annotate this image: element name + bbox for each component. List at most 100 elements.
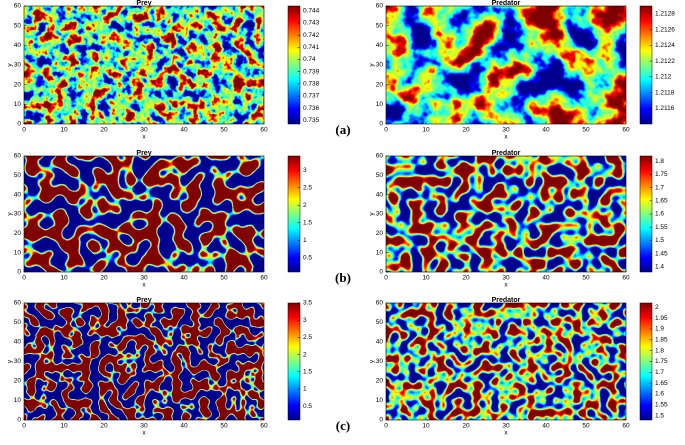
colorbar-tick-label: 1.7: [655, 184, 664, 191]
panel-label: (c): [336, 418, 350, 433]
y-tick-label: 40: [376, 339, 384, 346]
colorbar-tick-label: 1.212: [655, 74, 672, 81]
colorbar-tick-label: 0.736: [303, 105, 320, 112]
x-tick-label: 30: [140, 423, 148, 430]
heatmap-field: [24, 156, 264, 272]
colorbar-tick-label: 1.5: [303, 220, 312, 227]
y-tick-label: 30: [376, 211, 384, 218]
y-tick-label: 60: [376, 3, 384, 10]
colorbar-tick-label: 1.75: [655, 358, 668, 365]
panel-label: (b): [335, 270, 351, 285]
colorbar-tick-label: 0.738: [303, 81, 320, 88]
x-tick-label: 10: [60, 423, 68, 430]
x-tick-label: 60: [260, 275, 268, 282]
y-tick-label: 20: [14, 230, 22, 237]
x-tick-label: 50: [220, 127, 228, 134]
x-tick-label: 10: [422, 127, 430, 134]
colorbar-tick-label: 0.744: [303, 8, 320, 15]
y-tick-label: 30: [376, 358, 384, 365]
colorbar-tick-label: 1.85: [655, 337, 668, 344]
colorbar-tick-label: 2: [303, 351, 307, 358]
chart-title: Predator: [492, 297, 521, 304]
x-tick-label: 50: [220, 423, 228, 430]
colorbar-tick-label: 1: [303, 237, 307, 244]
y-tick-label: 50: [376, 22, 384, 29]
colorbar-tick-label: 1.2126: [655, 26, 675, 33]
colorbar-tick-label: 1.6: [655, 391, 664, 398]
colorbar: [639, 5, 653, 125]
x-tick-label: 60: [260, 127, 268, 134]
y-tick-label: 60: [376, 300, 384, 307]
colorbar: [287, 5, 301, 125]
colorbar-tick-label: 1.55: [655, 402, 668, 409]
x-tick-label: 30: [140, 275, 148, 282]
colorbar-tick-label: 0.737: [303, 93, 320, 100]
heatmap-field: [386, 6, 626, 124]
colorbar-tick-label: 0.743: [303, 20, 320, 27]
colorbar-tick-label: 1.65: [655, 198, 668, 205]
y-tick-label: 30: [376, 62, 384, 69]
y-tick-label: 20: [14, 378, 22, 385]
x-axis-label: x: [142, 282, 146, 289]
y-axis-label: y: [369, 212, 376, 216]
colorbar-tick-label: 0.739: [303, 68, 320, 75]
y-tick-label: 10: [14, 249, 22, 256]
x-tick-label: 20: [462, 127, 470, 134]
y-tick-label: 60: [14, 3, 22, 10]
x-tick-label: 20: [100, 127, 108, 134]
x-tick-label: 20: [462, 423, 470, 430]
colorbar-tick-label: 2: [303, 202, 307, 209]
colorbar-tick-label: 1.8: [655, 158, 664, 165]
x-axis-label: x: [142, 134, 146, 141]
x-axis-label: x: [504, 282, 508, 289]
y-tick-label: 40: [376, 191, 384, 198]
colorbar-tick-label: 0.74: [303, 56, 316, 63]
heatmap-field: [24, 303, 264, 420]
y-tick-label: 40: [14, 191, 22, 198]
colorbar-tick-label: 1.2122: [655, 58, 675, 65]
y-tick-label: 10: [376, 249, 384, 256]
x-tick-label: 40: [542, 275, 550, 282]
x-tick-label: 40: [180, 423, 188, 430]
y-tick-label: 40: [376, 42, 384, 49]
x-axis-label: x: [504, 430, 508, 437]
y-tick-label: 40: [14, 339, 22, 346]
x-tick-label: 30: [502, 423, 510, 430]
heatmap-field: [386, 303, 626, 420]
colorbar-tick-label: 1.5: [655, 412, 664, 419]
y-tick-label: 0: [379, 269, 383, 276]
y-tick-label: 10: [14, 397, 22, 404]
colorbar-tick-label: 1.2124: [655, 42, 675, 49]
colorbar-tick-label: 0.735: [303, 117, 320, 124]
x-tick-label: 10: [60, 127, 68, 134]
chart-title: Predator: [492, 0, 521, 7]
colorbar-tick-label: 1.2128: [655, 11, 675, 18]
colorbar-tick-label: 1.45: [655, 250, 668, 257]
x-tick-label: 10: [422, 275, 430, 282]
x-tick-label: 50: [582, 423, 590, 430]
colorbar-tick-label: 1.4: [655, 263, 664, 270]
colorbar-tick-label: 1.5: [303, 369, 312, 376]
x-tick-label: 40: [180, 127, 188, 134]
x-tick-label: 60: [260, 423, 268, 430]
x-tick-label: 20: [100, 275, 108, 282]
chart-title: Predator: [492, 150, 521, 157]
colorbar-tick-label: 1.2118: [655, 89, 675, 96]
colorbar-tick-label: 1.5: [655, 237, 664, 244]
colorbar-tick-label: 1.6: [655, 211, 664, 218]
y-axis-label: y: [369, 63, 376, 67]
colorbar-tick-label: 1.95: [655, 315, 668, 322]
colorbar: [287, 302, 301, 421]
y-tick-label: 10: [376, 397, 384, 404]
x-tick-label: 30: [140, 127, 148, 134]
x-tick-label: 40: [542, 423, 550, 430]
y-tick-label: 0: [17, 121, 21, 128]
x-tick-label: 40: [542, 127, 550, 134]
x-tick-label: 60: [622, 423, 630, 430]
x-tick-label: 20: [100, 423, 108, 430]
x-tick-label: 60: [622, 127, 630, 134]
x-tick-label: 30: [502, 127, 510, 134]
heatmap-field: [386, 156, 626, 272]
chart-title: Prey: [136, 297, 151, 304]
